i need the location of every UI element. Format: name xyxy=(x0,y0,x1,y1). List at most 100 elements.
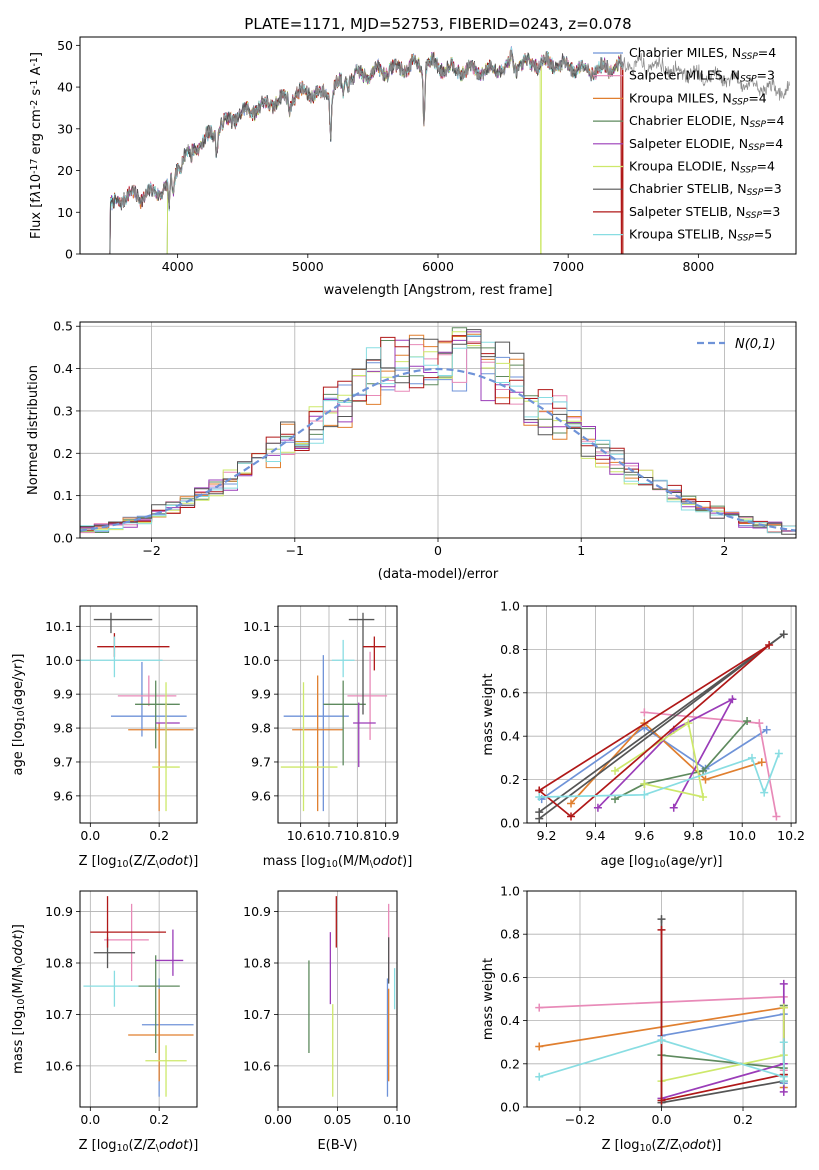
axes-frame xyxy=(526,605,797,824)
errorbar-salpeter-stelib xyxy=(90,896,167,948)
x-tick-label: 4000 xyxy=(162,259,194,274)
axes-frame xyxy=(79,321,797,539)
series-line xyxy=(538,633,785,820)
legend-nssp: 4 xyxy=(775,136,783,151)
series-line xyxy=(661,1007,785,1082)
data-point-marker xyxy=(699,792,708,801)
plot-area xyxy=(80,327,796,535)
y-tick-label: 10 xyxy=(57,205,73,220)
series-line xyxy=(614,720,748,800)
legend-nssp: 5 xyxy=(764,227,772,242)
errorbar-chabrier-miles xyxy=(141,978,194,1097)
x-tick-label: 0 xyxy=(434,543,442,558)
series-line xyxy=(538,644,770,818)
y-axis-label: mass weight xyxy=(481,958,496,1040)
errorbar-chabrier-stelib xyxy=(93,612,153,634)
normal-reference-curve xyxy=(80,367,796,532)
data-point-marker xyxy=(657,1096,666,1105)
data-point-marker xyxy=(593,803,602,812)
legend-item-salpeter-elodie: Salpeter ELODIE, NSSP=4 xyxy=(593,136,783,153)
mass-vs-ebv-panel: 0.00 0.05 0.10 10.6 10.7 10.8 10.9 E(B-V) xyxy=(243,890,411,1153)
data-point-marker xyxy=(535,1042,544,1051)
errorbar-kroupa-miles xyxy=(292,675,344,812)
y-tick-label: 30 xyxy=(57,121,73,136)
y-tick-label: 0.4 xyxy=(500,1013,520,1028)
series-salpeter-miles xyxy=(640,708,781,821)
errorbar-salpeter-elodie xyxy=(155,929,184,976)
plot-area xyxy=(308,896,396,1097)
errorbar-salpeter-stelib xyxy=(363,636,386,671)
errorbar-kroupa-elodie xyxy=(152,682,180,812)
errorbar-kroupa-stelib xyxy=(331,639,355,678)
y-tick-label: 0.8 xyxy=(500,927,520,942)
axes-frame xyxy=(277,890,398,1108)
y-tick-label: 10.7 xyxy=(45,1007,73,1022)
x-axis-label: Z [log10(Z/Z\odot)] xyxy=(79,854,199,870)
data-point-marker xyxy=(774,749,783,758)
data-point-marker xyxy=(611,795,620,804)
x-axis-label: age [log10(age/yr)] xyxy=(600,854,722,870)
figure-title: PLATE=1171, MJD=52753, FIBERID=0243, z=0… xyxy=(244,15,631,33)
y-tick-label: 0.4 xyxy=(500,729,520,744)
y-tick-label: 10.7 xyxy=(243,1007,271,1022)
y-tick-label: 10.6 xyxy=(45,1058,73,1073)
legend-label: Kroupa STELIB, NSSP=5 xyxy=(629,227,772,244)
x-axis-label: wavelength [Angstrom, rest frame] xyxy=(324,283,553,298)
axes-frame xyxy=(79,890,198,1108)
residuals-legend: N(0,1) xyxy=(697,337,776,352)
x-tick-label: 9.8 xyxy=(683,828,703,843)
y-tick-label: 10.1 xyxy=(243,619,271,634)
residual-histogram-kroupa-stelib xyxy=(80,335,796,534)
x-tick-label: 10.2 xyxy=(777,828,805,843)
legend-label: Chabrier ELODIE, NSSP=4 xyxy=(629,113,784,130)
residual-histogram-salpeter-stelib xyxy=(80,335,796,533)
y-tick-label: 0.6 xyxy=(500,970,520,985)
x-axis-label: Z [log10(Z/Z\odot)] xyxy=(602,1138,722,1154)
x-tick-label: 10.8 xyxy=(343,828,371,843)
legend-item-chabrier-stelib: Chabrier STELIB, NSSP=3 xyxy=(593,181,782,198)
y-tick-label: 0.0 xyxy=(500,816,520,831)
series-line xyxy=(597,697,735,809)
series-line xyxy=(570,721,763,805)
y-tick-label: 0.0 xyxy=(53,531,73,546)
y-tick-label: 10.8 xyxy=(45,956,73,971)
y-tick-label: 0.5 xyxy=(53,319,73,334)
x-tick-label: 10.7 xyxy=(315,828,343,843)
x-tick-label: 0.2 xyxy=(149,1112,169,1127)
data-point-marker xyxy=(779,1077,788,1086)
y-tick-label: 10.9 xyxy=(45,904,73,919)
data-point-marker xyxy=(779,1038,788,1047)
errorbar-salpeter-elodie xyxy=(353,702,376,768)
y-tick-label: 1.0 xyxy=(500,884,520,899)
series-chabrier-elodie xyxy=(611,717,752,804)
y-tick-label: 1.0 xyxy=(500,599,520,614)
data-point-marker xyxy=(701,775,710,784)
x-tick-label: 0.2 xyxy=(149,828,169,843)
data-point-marker xyxy=(743,717,752,726)
data-point-marker xyxy=(669,803,678,812)
legend-item-salpeter-stelib: Salpeter STELIB, NSSP=3 xyxy=(593,204,780,221)
legend-nssp: 4 xyxy=(776,113,784,128)
y-tick-label: 9.6 xyxy=(251,788,271,803)
data-point-marker xyxy=(657,925,666,934)
legend-item-chabrier-miles: Chabrier MILES, NSSP=4 xyxy=(593,45,776,62)
x-tick-label: 10.9 xyxy=(372,828,400,843)
y-tick-label: 9.7 xyxy=(53,754,73,769)
y-axis-label: Flux [fλ10-17 erg cm-2 s-1 A-1] xyxy=(29,52,44,239)
x-tick-label: 0.05 xyxy=(324,1112,352,1127)
series-kroupa-stelib xyxy=(535,749,783,801)
legend-label: N(0,1) xyxy=(735,337,776,352)
y-tick-label: 9.7 xyxy=(251,754,271,769)
y-tick-label: 0 xyxy=(65,247,73,262)
legend-nssp: 3 xyxy=(772,204,780,219)
data-point-marker xyxy=(611,766,620,775)
x-axis-label: (data-model)/error xyxy=(378,567,499,582)
y-tick-label: 0.1 xyxy=(53,488,73,503)
y-tick-label: 9.8 xyxy=(251,721,271,736)
x-tick-label: 0.00 xyxy=(264,1112,292,1127)
errorbar-kroupa-elodie xyxy=(280,682,338,812)
x-tick-label: 2 xyxy=(720,543,728,558)
errorbar-kroupa-elodie xyxy=(145,1045,187,1097)
errorbar-chabrier-stelib xyxy=(348,612,375,715)
errorbar-chabrier-elodie xyxy=(138,955,180,1053)
